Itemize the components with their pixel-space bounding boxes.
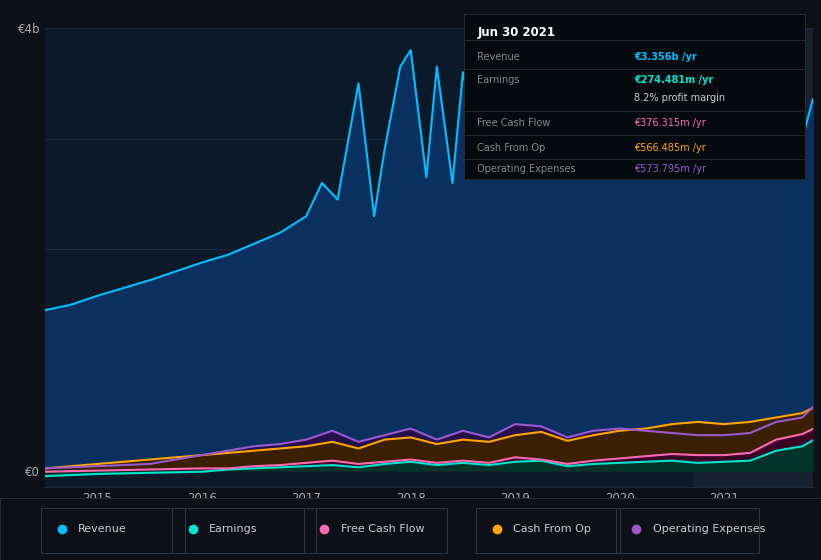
Text: Revenue: Revenue [478,52,521,62]
Text: Free Cash Flow: Free Cash Flow [478,118,551,128]
Text: €566.485m /yr: €566.485m /yr [635,143,706,153]
Text: Cash From Op: Cash From Op [478,143,546,153]
Text: Revenue: Revenue [78,524,126,534]
Text: Earnings: Earnings [478,75,520,85]
Text: €274.481m /yr: €274.481m /yr [635,75,713,85]
Text: €3.356b /yr: €3.356b /yr [635,52,697,62]
Text: Operating Expenses: Operating Expenses [653,524,765,534]
Text: €573.795m /yr: €573.795m /yr [635,164,706,174]
Text: Cash From Op: Cash From Op [513,524,591,534]
Text: €376.315m /yr: €376.315m /yr [635,118,706,128]
Text: Operating Expenses: Operating Expenses [478,164,576,174]
Text: 8.2% profit margin: 8.2% profit margin [635,94,725,103]
Bar [693,28,813,487]
Text: Earnings: Earnings [209,524,258,534]
Text: Jun 30 2021: Jun 30 2021 [478,26,556,39]
Text: Free Cash Flow: Free Cash Flow [341,524,424,534]
